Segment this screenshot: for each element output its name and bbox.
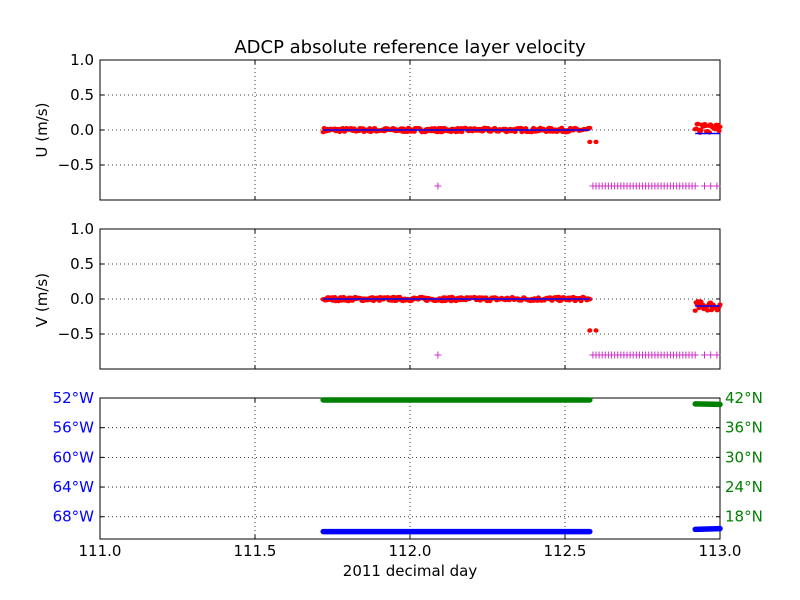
- v-plus-isolated-0: [434, 351, 442, 359]
- u-axis-label: U (m/s): [33, 103, 51, 158]
- left-ytick-label-4: 68°W: [53, 508, 95, 526]
- x-tick-label-1: 111.5: [234, 542, 277, 560]
- v-plus-sparse-0: [701, 351, 708, 359]
- v-ytick-label-2: 0.0: [70, 290, 94, 308]
- left-ytick-label-1: 56°W: [53, 419, 95, 437]
- v-plus-sparse-1: [707, 351, 715, 359]
- left-ytick-label-0: 52°W: [53, 389, 95, 407]
- x-tick-label-2: 112.0: [389, 542, 432, 560]
- x-tick-label-4: 113.0: [699, 542, 742, 560]
- u-red-point: [716, 128, 722, 134]
- panel-u-velocity: 1.0 0.5 0.0 −0.5: [58, 51, 723, 201]
- v-red-point: [705, 308, 711, 313]
- u-plus-sparse-2: [713, 182, 721, 190]
- u-red-point: [459, 129, 465, 135]
- v-ytick-label-1: 0.5: [70, 255, 94, 273]
- chart-title: ADCP absolute reference layer velocity: [234, 37, 586, 58]
- u-ytick-label-3: −0.5: [58, 156, 94, 174]
- u-plus-sparse-0: [701, 182, 708, 190]
- v-plus-sparse-2: [713, 351, 721, 359]
- v-ytick-label-3: −0.5: [58, 325, 94, 343]
- left-ytick-label-2: 60°W: [53, 448, 95, 466]
- right-ytick-label-3: 24°N: [725, 478, 763, 496]
- panel-position: 52°W 56°W 60°W 64°W 68°W 42°N 36°N 30°N 24°N 18°N…: [53, 389, 763, 560]
- u-red-point-outlier-1: [593, 139, 599, 145]
- u-ytick-label-0: 1.0: [70, 51, 94, 69]
- u-red-point: [587, 125, 593, 131]
- u-plus-marker: [691, 182, 699, 190]
- left-ytick-label-3: 64°W: [53, 478, 95, 496]
- x-tick-label-0: 111.0: [79, 542, 122, 560]
- v-ytick-label-0: 1.0: [70, 220, 94, 238]
- panel-v-velocity: 1.0 0.5 0.0 −0.5: [58, 220, 723, 370]
- x-axis-label: 2011 decimal day: [343, 562, 478, 580]
- v-red-point: [587, 297, 593, 302]
- u-ytick-label-2: 0.0: [70, 121, 94, 139]
- v-plus-marker: [691, 351, 699, 359]
- u-ytick-label-1: 0.5: [70, 86, 94, 104]
- v-red-point: [556, 294, 562, 300]
- v-red-point-outlier-1: [593, 328, 599, 333]
- v-red-point: [391, 294, 397, 300]
- u-red-point: [717, 124, 723, 129]
- u-plus-sparse-1: [707, 182, 715, 190]
- v-red-point: [692, 308, 698, 313]
- right-ytick-label-4: 18°N: [725, 508, 763, 526]
- right-ytick-label-0: 42°N: [725, 389, 763, 407]
- u-red-point: [698, 127, 704, 133]
- right-ytick-label-2: 30°N: [725, 448, 763, 466]
- right-ytick-label-1: 36°N: [725, 419, 763, 437]
- v-axis-label: V (m/s): [33, 273, 51, 327]
- longitude-track-1: [692, 525, 723, 533]
- v-red-point-outlier-0: [587, 328, 593, 333]
- u-red-point-outlier-0: [587, 139, 593, 145]
- x-tick-label-3: 112.5: [544, 542, 587, 560]
- u-plus-isolated-0: [434, 182, 442, 190]
